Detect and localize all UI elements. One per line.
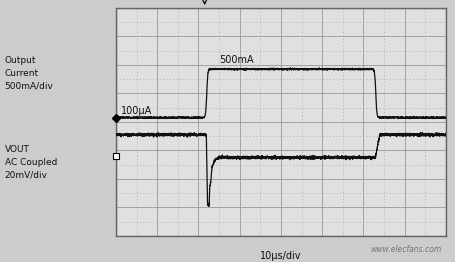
Text: www.elecfans.com: www.elecfans.com <box>370 245 441 254</box>
Text: Output
Current
500mA/div: Output Current 500mA/div <box>5 56 53 90</box>
Text: VOUT
AC Coupled
20mV/div: VOUT AC Coupled 20mV/div <box>5 145 57 179</box>
Text: 10μs/div: 10μs/div <box>260 252 302 261</box>
Text: 100μA: 100μA <box>121 106 152 116</box>
Text: 500mA: 500mA <box>219 56 254 66</box>
